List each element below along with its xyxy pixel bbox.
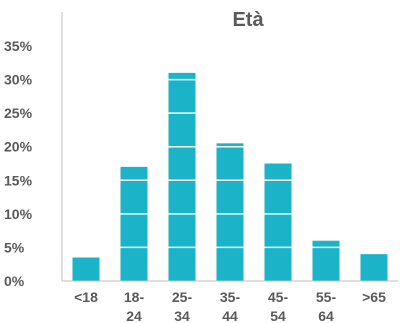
- x-tick-label-6: >65: [362, 289, 386, 305]
- y-tick-label-7: 35%: [4, 38, 33, 54]
- bars-group: [72, 72, 388, 281]
- x-ticks-group: <18 18-24 25-34 35-44 45-54 55-64 >65: [74, 289, 386, 323]
- x-tick-label-2: 25-34: [172, 289, 193, 323]
- y-tick-label-3: 15%: [4, 172, 33, 188]
- bar-3: [216, 143, 244, 281]
- bar-1: [120, 166, 148, 281]
- y-tick-label-1: 5%: [4, 239, 25, 255]
- y-tick-label-5: 25%: [4, 105, 33, 121]
- y-tick-label-4: 20%: [4, 139, 33, 155]
- bar-6: [360, 254, 388, 281]
- x-tick-label-0: <18: [74, 289, 98, 305]
- y-tick-label-2: 10%: [4, 206, 33, 222]
- y-tick-label-0: 0%: [4, 273, 25, 289]
- y-ticks-group: 0% 5% 10% 15% 20% 25% 30% 35%: [4, 38, 33, 289]
- grid-overlay: [62, 45, 398, 249]
- bar-4: [264, 163, 292, 281]
- x-tick-label-5: 55-64: [316, 289, 337, 323]
- x-tick-label-4: 45-54: [268, 289, 289, 323]
- bar-2: [168, 72, 196, 281]
- x-tick-label-1: 18-24: [124, 289, 145, 323]
- bar-0: [72, 257, 100, 281]
- chart-title: Età: [232, 9, 264, 31]
- x-tick-label-3: 35-44: [220, 289, 241, 323]
- y-tick-label-6: 30%: [4, 72, 33, 88]
